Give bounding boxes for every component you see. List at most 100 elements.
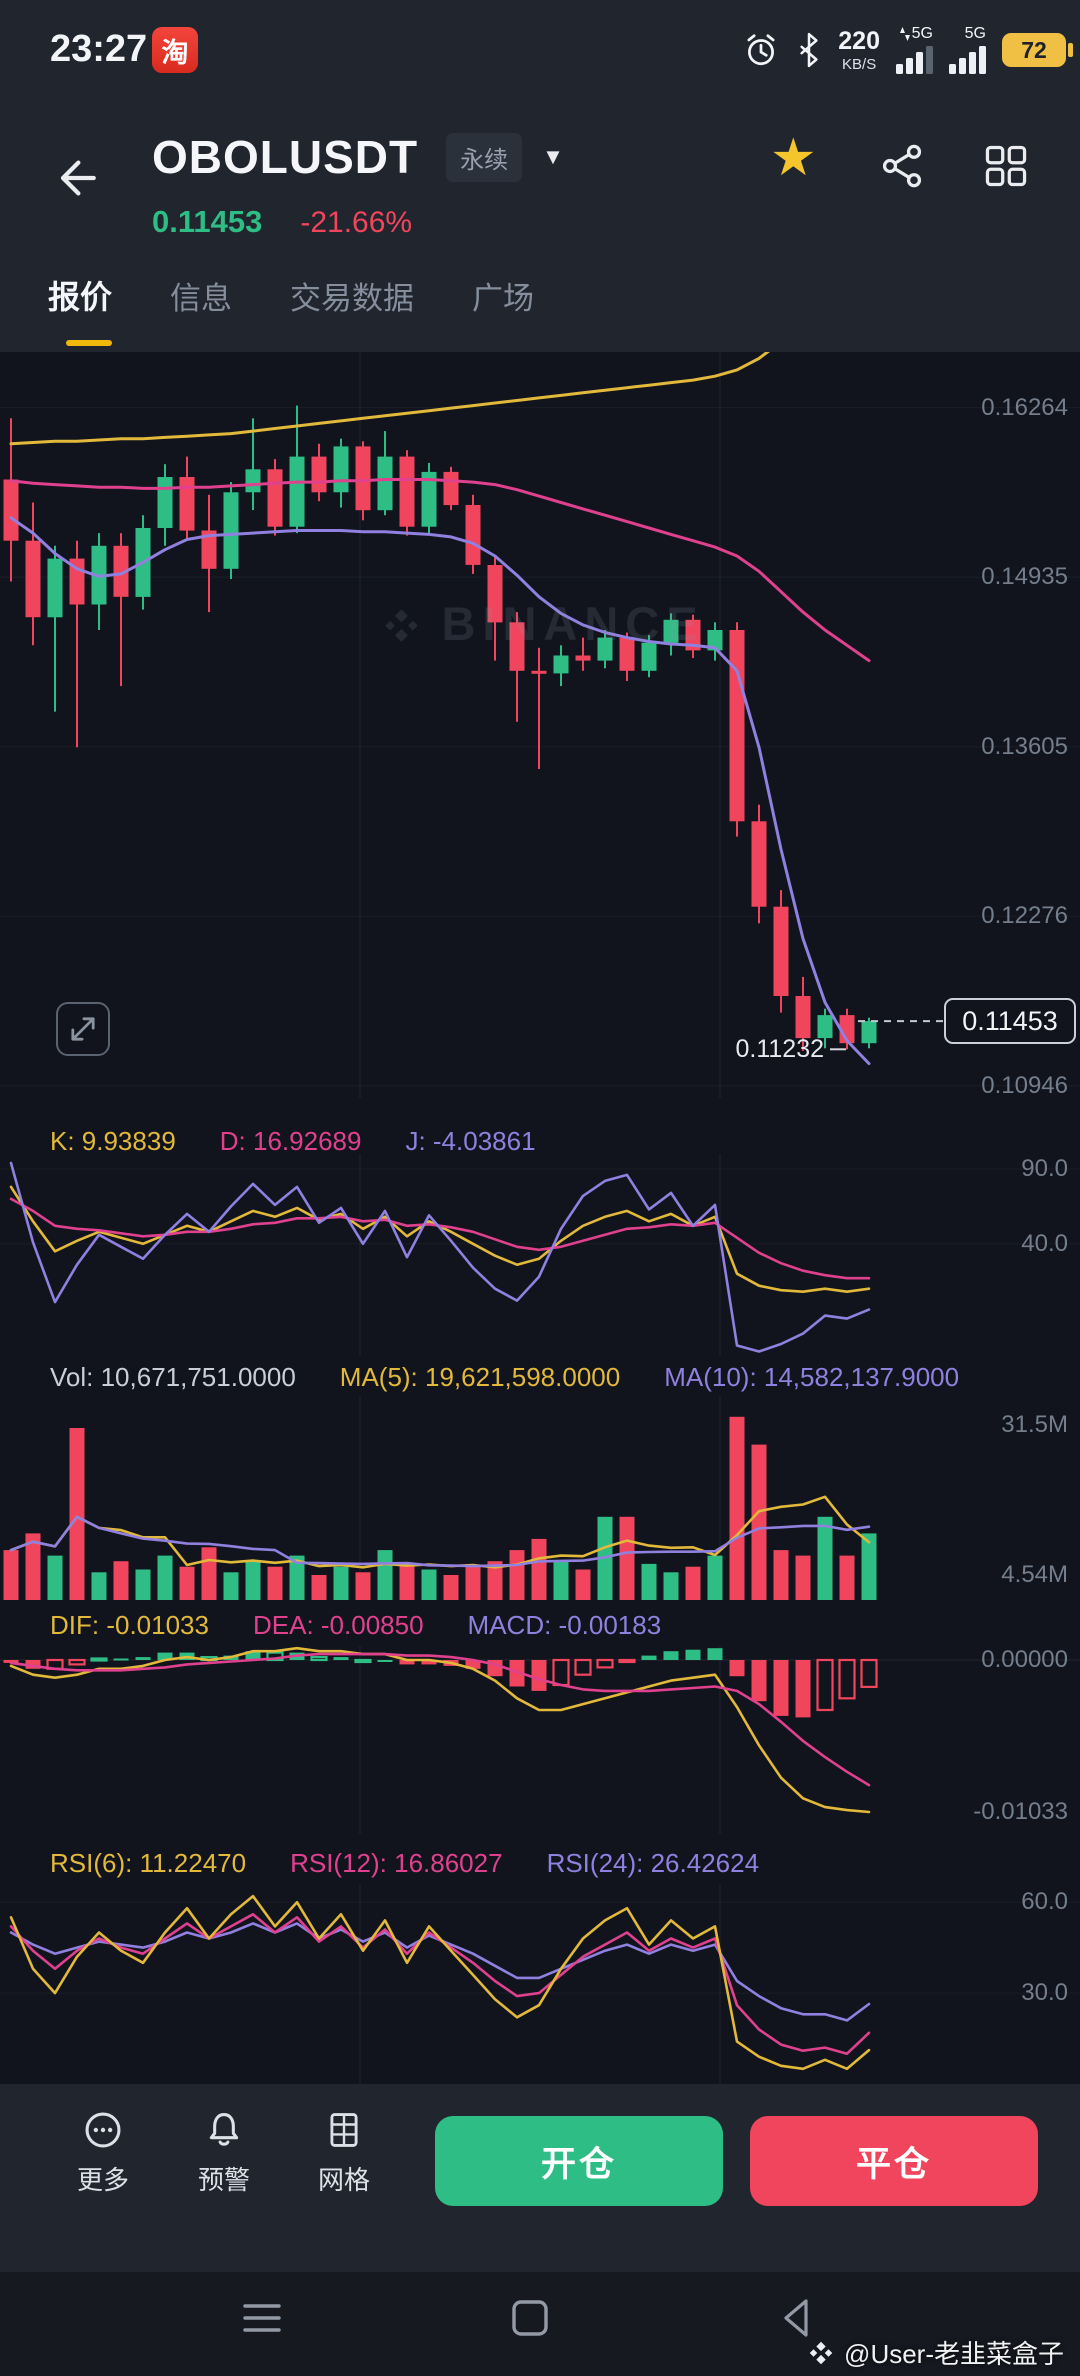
alert-tool[interactable]: 预警 <box>169 2108 279 2197</box>
kdj-chart[interactable] <box>0 1154 1080 1356</box>
macd-histogram-bar <box>596 1658 614 1669</box>
volume-chart[interactable] <box>0 1396 1080 1600</box>
chevron-down-icon[interactable]: ▼ <box>542 144 564 169</box>
y-axis-label: -0.01033 <box>973 1797 1068 1825</box>
indicator-line <box>9 1652 871 1787</box>
watermark-text: BINANCE <box>441 597 705 650</box>
grid-label: 网格 <box>317 2165 370 2195</box>
grid-trading-tool[interactable]: 网格 <box>289 2108 399 2197</box>
tab-bar: 报价 信息 交易数据 广场 <box>48 272 534 318</box>
rsi-indicator-pane[interactable]: RSI(6): 11.22470 RSI(12): 16.86027 RSI(24)… <box>0 1834 1080 2084</box>
favorite-star-icon[interactable]: ★ <box>770 129 817 187</box>
close-position-button[interactable]: 平仓 <box>750 2116 1038 2206</box>
volume-bar <box>509 1550 525 1600</box>
macd-chart[interactable] <box>0 1646 1080 1834</box>
volume-bar <box>421 1569 437 1600</box>
candle-body <box>47 558 63 618</box>
volume-bar <box>333 1566 349 1600</box>
price-row: 0.11453 -21.66% <box>152 204 412 240</box>
macd-histogram-bar <box>465 1660 481 1669</box>
low-price-marker: 0.11232 <box>624 1035 824 1064</box>
y-axis-label: 90.0 <box>1021 1154 1068 1182</box>
candle-body <box>729 630 745 822</box>
candle-body <box>531 670 547 674</box>
symbol-title-row[interactable]: OBOLUSDT 永续 ▼ <box>152 130 564 184</box>
y-axis-label: 60.0 <box>1021 1888 1068 1916</box>
y-axis-label: 0.16264 <box>981 393 1068 421</box>
current-price-value: 0.11453 <box>962 1005 1058 1036</box>
clock-time: 23:27 <box>50 28 148 70</box>
tab-square[interactable]: 广场 <box>472 280 535 316</box>
alarm-icon <box>747 34 775 66</box>
tab-info[interactable]: 信息 <box>170 280 233 316</box>
y-axis-label: 0.12276 <box>981 902 1068 930</box>
y-axis-label: 0.14935 <box>981 563 1068 591</box>
macd-header: DIF: -0.01033 DEA: -0.00850 MACD: -0.00183 <box>50 1610 661 1641</box>
speed-unit: KB/S <box>842 55 877 73</box>
battery-indicator: 72 <box>1002 33 1073 67</box>
fullscreen-expand-button[interactable] <box>56 1002 110 1056</box>
rsi-chart[interactable] <box>0 1884 1080 2084</box>
macd-histogram-bar <box>618 1658 636 1664</box>
indicator-line <box>9 1197 871 1280</box>
indicator-line <box>9 1646 871 1814</box>
macd-histogram-bar <box>795 1660 811 1718</box>
tab-trade-data[interactable]: 交易数据 <box>290 280 415 316</box>
more-tool[interactable]: 更多 <box>48 2108 158 2197</box>
macd-histogram-bar <box>135 1657 151 1660</box>
macd-histogram-bar <box>773 1660 789 1716</box>
candle-body <box>157 477 173 528</box>
candle-body <box>575 655 591 661</box>
recents-menu-icon[interactable] <box>236 2292 288 2344</box>
rsi-header: RSI(6): 11.22470 RSI(12): 16.86027 RSI(24)… <box>50 1848 759 1879</box>
macd-indicator-pane[interactable]: DIF: -0.01033 DEA: -0.00850 MACD: -0.00183… <box>0 1600 1080 1834</box>
y-axis-label: 40.0 <box>1021 1229 1068 1257</box>
macd-histogram-bar <box>90 1657 108 1662</box>
speed-value: 220 <box>838 26 880 55</box>
binance-logo-icon <box>385 608 418 642</box>
volume-bar <box>399 1563 415 1600</box>
candle-body <box>377 456 393 511</box>
candlestick-chart[interactable] <box>0 352 1080 1098</box>
volume-bar <box>311 1575 327 1600</box>
grid-icon <box>330 2113 358 2147</box>
share-icon[interactable] <box>878 142 926 190</box>
change-percent: -21.66% <box>300 206 413 239</box>
macd-histogram-bar <box>552 1658 570 1687</box>
candlestick-chart-pane[interactable]: BINANCE 0.11453 0.11232 0.16264 0.14935 0.… <box>0 352 1080 1099</box>
volume-bar <box>91 1572 107 1600</box>
volume-bar <box>289 1555 305 1600</box>
tab-quotes[interactable]: 报价 <box>48 279 113 315</box>
volume-indicator-pane[interactable]: Vol: 10,671,751.0000 MA(5): 19,621,598.00… <box>0 1356 1080 1600</box>
volume-bar <box>817 1516 833 1600</box>
candle-body <box>663 619 679 643</box>
sim2-5g: 5G <box>964 25 986 42</box>
back-triangle-icon[interactable] <box>772 2292 824 2344</box>
volume-bar <box>531 1538 547 1600</box>
home-square-icon[interactable] <box>504 2292 556 2344</box>
y-axis-label: 0.00000 <box>981 1646 1068 1673</box>
volume-bar <box>179 1566 195 1600</box>
volume-bar <box>443 1575 459 1600</box>
signal-sim1: 5G <box>896 26 933 74</box>
sim1-5g: 5G <box>911 25 933 42</box>
close-button-label: 平仓 <box>855 2144 932 2184</box>
macd-histogram-bar <box>838 1658 856 1700</box>
open-position-button[interactable]: 开仓 <box>435 2116 723 2206</box>
y-axis-label: 0.10946 <box>981 1071 1068 1099</box>
kdj-indicator-pane[interactable]: K: 9.93839 D: 16.92689 J: -4.03861 90.0 40.… <box>0 1098 1080 1356</box>
candle-body <box>553 655 569 674</box>
indicator-value-label: DEA: -0.00850 <box>252 1610 424 1640</box>
volume-bar <box>157 1555 173 1600</box>
macd-histogram-bar <box>729 1660 745 1677</box>
volume-bar <box>685 1566 701 1600</box>
back-arrow-icon[interactable] <box>50 152 102 204</box>
candle-body <box>795 996 811 1039</box>
macd-histogram-bar <box>354 1658 372 1664</box>
macd-histogram-bar <box>157 1652 173 1660</box>
layout-grid-icon[interactable] <box>982 142 1030 190</box>
binance-diamond-icon <box>809 2341 833 2364</box>
macd-histogram-bar <box>377 1660 393 1662</box>
volume-bar <box>839 1555 855 1600</box>
candle-body <box>25 540 41 618</box>
